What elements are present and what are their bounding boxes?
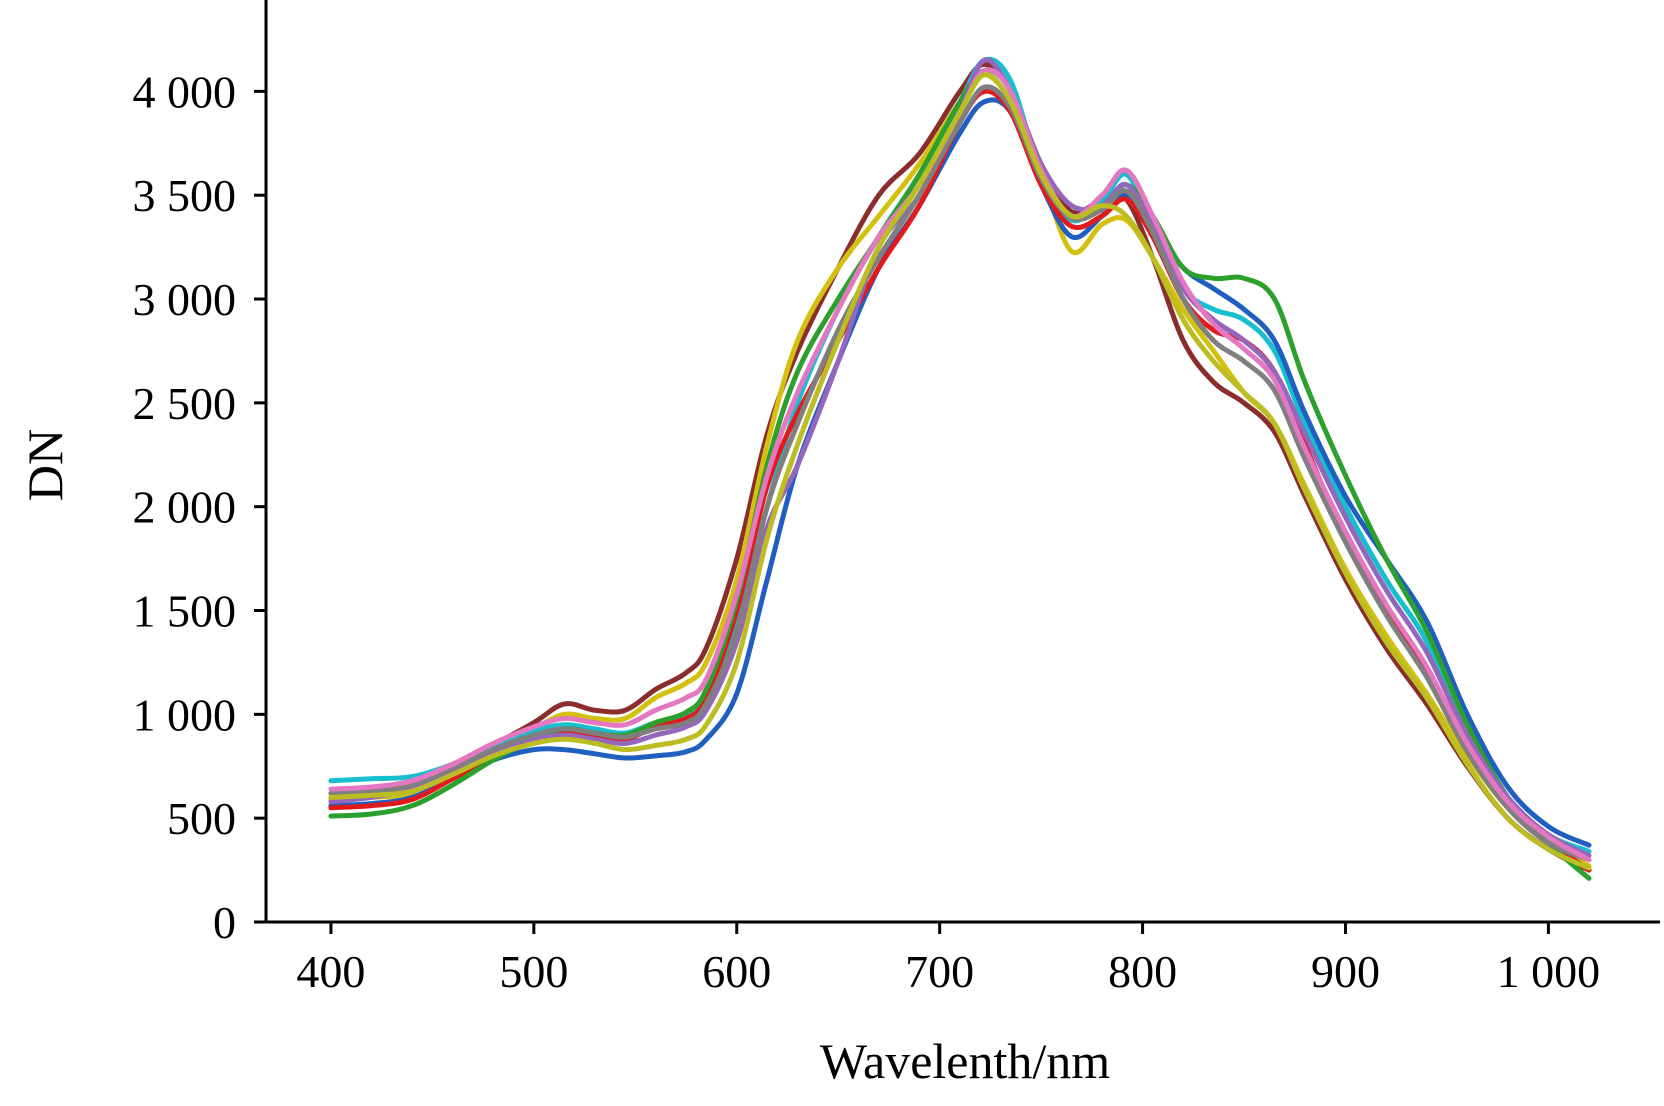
y-tick-label: 2 500: [133, 378, 237, 429]
x-tick-label: 600: [702, 946, 771, 997]
series-layer: [328, 56, 1592, 881]
series-line-4: [328, 97, 1592, 848]
y-tick-label: 2 000: [133, 482, 237, 533]
y-tick-label: 4 000: [133, 66, 237, 117]
y-tick-label: 500: [167, 793, 236, 844]
y-tick-label: 1 500: [133, 586, 237, 637]
x-tick-label: 900: [1311, 946, 1380, 997]
x-tick-label: 500: [499, 946, 568, 997]
axes-layer: [260, 0, 1660, 924]
y-tick-label: 1 000: [133, 689, 237, 740]
series-line-10: [328, 72, 1592, 871]
x-tick-label: 800: [1108, 946, 1177, 997]
y-tick-label: 3 000: [133, 274, 237, 325]
ticks-layer: 400 500 600 700 800 900 1 000 0 500 1 000 1 500 2 0…: [133, 66, 1601, 997]
x-tick-label: 1 000: [1497, 946, 1601, 997]
series-line-8: [328, 84, 1592, 863]
y-tick-label: 3 500: [133, 170, 237, 221]
y-tick-label: 0: [213, 897, 236, 948]
x-tick-label: 400: [296, 946, 365, 997]
series-line-6: [328, 67, 1592, 881]
x-tick-label: 700: [905, 946, 974, 997]
x-axis-title: Wavelenth/nm: [820, 1033, 1110, 1089]
y-axis-title: DN: [17, 429, 73, 501]
